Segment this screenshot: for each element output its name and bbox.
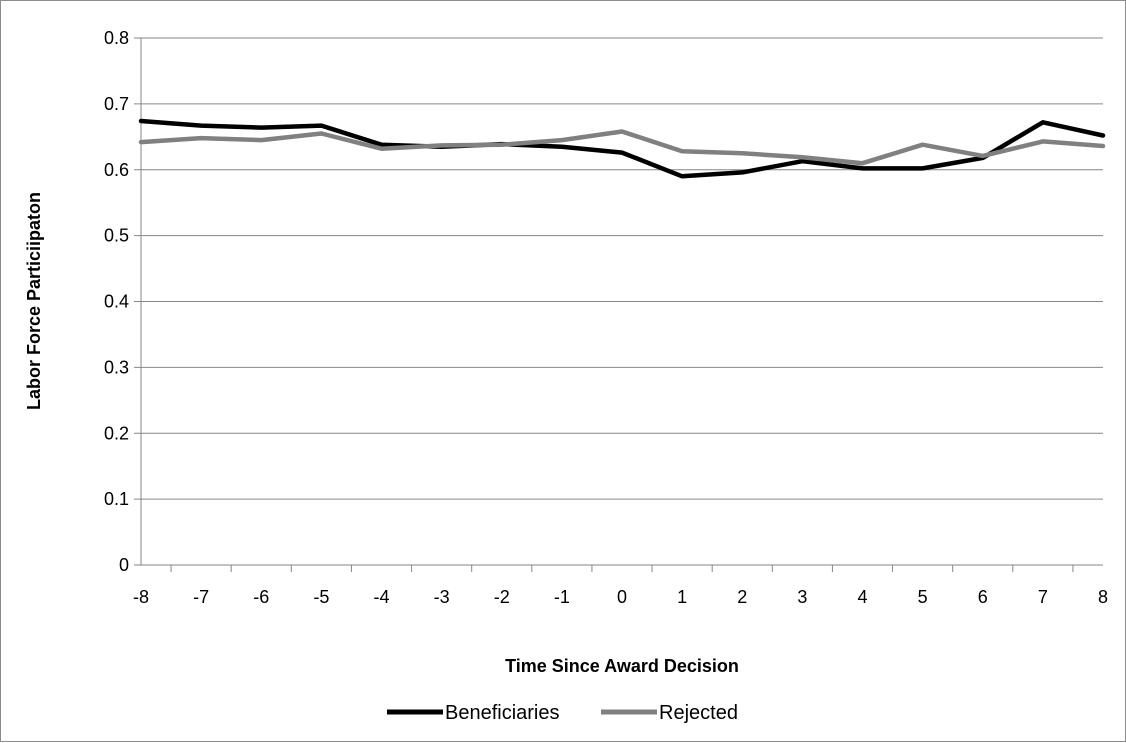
legend-label-rejected: Rejected — [659, 702, 738, 724]
y-tick-label: 0.8 — [104, 28, 129, 48]
series-line-beneficiaries — [138, 118, 1106, 179]
x-tick-label: -8 — [133, 587, 149, 607]
y-tick-label: 0.4 — [104, 292, 129, 312]
x-tick-label: -7 — [193, 587, 209, 607]
series-line-rejected — [138, 129, 1106, 166]
y-tick-label: 0.5 — [104, 226, 129, 246]
legend: Beneficiaries Rejected — [387, 702, 738, 724]
x-tick-label: 4 — [857, 587, 867, 607]
x-tick-label: 6 — [978, 587, 988, 607]
x-tick-label: -6 — [253, 587, 269, 607]
x-tick-label: -5 — [313, 587, 329, 607]
y-tick-label: 0.1 — [104, 489, 129, 509]
x-tick-label: 5 — [918, 587, 928, 607]
y-tick-label: 0.6 — [104, 160, 129, 180]
x-tick-label: -3 — [434, 587, 450, 607]
x-tick-label: -1 — [554, 587, 570, 607]
x-tick-label: 0 — [617, 587, 627, 607]
y-tick-label: 0 — [119, 555, 129, 575]
x-tick-label: -4 — [373, 587, 389, 607]
x-tick-label: 7 — [1038, 587, 1048, 607]
y-axis-title: Labor Force Particiipaton — [24, 192, 44, 410]
y-tick-label: 0.3 — [104, 357, 129, 377]
x-tick-label: 8 — [1098, 587, 1108, 607]
x-tick-label: -2 — [494, 587, 510, 607]
y-tick-label: 0.2 — [104, 423, 129, 443]
x-tick-label: 2 — [737, 587, 747, 607]
y-tick-label: 0.7 — [104, 94, 129, 114]
x-tick-label: 3 — [797, 587, 807, 607]
axes — [134, 37, 1103, 572]
tick-labels: 0 0.1 0.2 0.3 0.4 0.5 0.6 0.7 0.8 -8 -7 -6 -5 -4 -3 -2 -… — [104, 28, 1108, 607]
legend-label-beneficiaries: Beneficiaries — [445, 702, 560, 724]
x-axis-title: Time Since Award Decision — [505, 656, 739, 676]
gridlines — [141, 37, 1103, 500]
series-lines — [138, 118, 1106, 179]
x-tick-label: 1 — [677, 587, 687, 607]
